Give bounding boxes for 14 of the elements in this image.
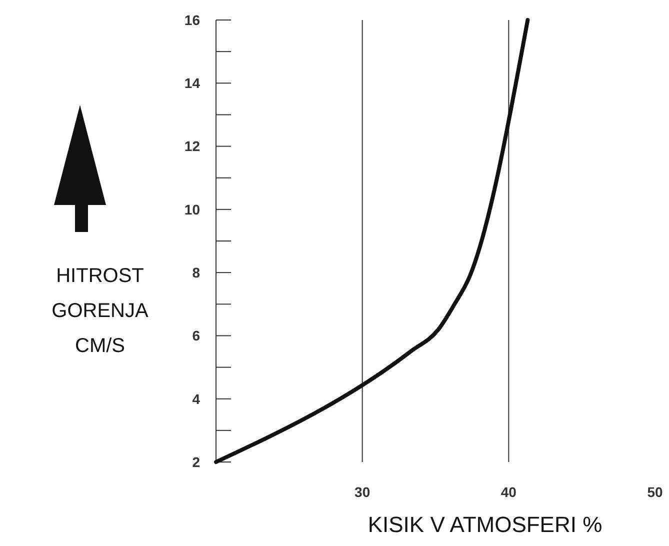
y-axis-title: HITROST GORENJA CM/S [52,265,149,357]
y-tick-label: 8 [192,264,200,280]
x-tick-label: 40 [500,484,517,500]
line-series [214,18,530,464]
y-tick-label: 6 [192,328,200,344]
y-tick-label: 14 [184,75,200,92]
y-tick-label: 4 [192,390,200,407]
x-tick-label: 50 [647,484,663,500]
y-tick-label: 12 [184,138,200,154]
x-axis-title: KISIK V ATMOSFERI % [368,512,602,537]
y-tick-label: 16 [184,12,200,28]
y-tick-label: 10 [184,201,200,218]
y-tick-label: 2 [192,454,200,470]
x-tick-label: 30 [354,484,370,500]
